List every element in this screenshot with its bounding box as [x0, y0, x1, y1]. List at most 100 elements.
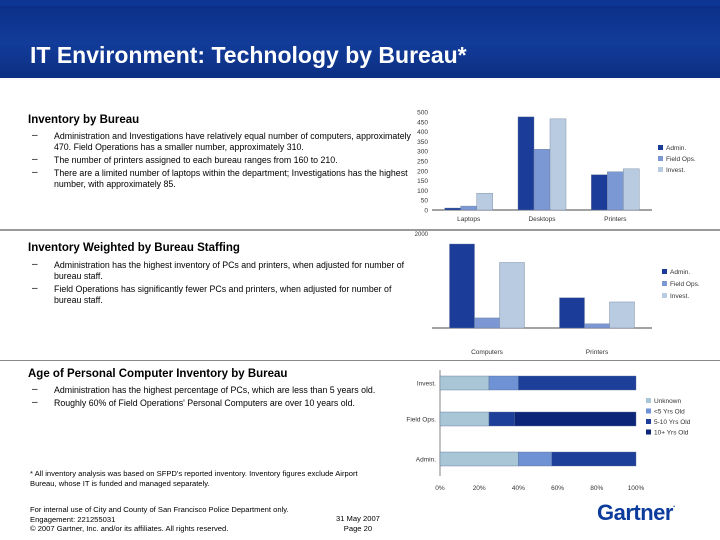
- legend-swatch: [646, 408, 651, 414]
- bar-fieldops-laptops: [460, 205, 477, 211]
- y-tick-label: 0: [424, 208, 428, 215]
- y-tick-label: Admin.: [416, 457, 436, 464]
- legend-label: Admin.: [670, 269, 690, 276]
- footer-engagement: Engagement: 221255031: [30, 514, 116, 524]
- x-tick-label: 40%: [512, 485, 525, 492]
- x-tick-label: Computers: [471, 349, 504, 356]
- legend-label: Field Ops.: [666, 156, 696, 163]
- legend-label: 10+ Yrs Old: [654, 430, 689, 437]
- legend-swatch: [662, 293, 667, 298]
- legend-label: Unknown: [654, 398, 681, 405]
- bullet-item: – Administration has the highest percenta…: [32, 384, 376, 395]
- legend-swatch: [658, 156, 663, 161]
- bar-segment-510yrsold-fieldops: [488, 411, 515, 427]
- y-tick-label: Invest.: [417, 381, 436, 388]
- bar-admin-printers: [591, 174, 608, 211]
- bar-segment-510yrsold-admin: [551, 451, 637, 467]
- gartner-logo: Gartner.: [597, 500, 675, 525]
- y-tick-label: Field Ops.: [406, 417, 436, 424]
- bullet-item: – Field Operations has significantly fewe…: [32, 283, 392, 305]
- legend-label: Invest.: [666, 167, 685, 174]
- bar-invest-printers: [623, 168, 640, 211]
- x-tick-label: Printers: [604, 216, 627, 223]
- bar-segment-510yrsold-invest: [518, 375, 637, 391]
- section-heading-weighted: Inventory Weighted by Bureau Staffing: [28, 242, 240, 254]
- x-tick-label: 60%: [551, 485, 564, 492]
- bar-fieldops-printers: [607, 171, 624, 211]
- bullet-item: – The number of printers assigned to each…: [32, 154, 338, 165]
- bar-segment-5yrsold-admin: [518, 451, 552, 467]
- x-tick-label: Laptops: [457, 216, 481, 223]
- y-tick-label: 100: [417, 188, 428, 195]
- bar-invest-desktops: [549, 118, 567, 211]
- bar-segment-unknown-fieldops: [439, 411, 490, 427]
- legend-label: Invest.: [670, 293, 689, 300]
- page-title: IT Environment: Technology by Bureau*: [30, 42, 467, 68]
- x-tick-label: 100%: [628, 485, 645, 492]
- footer-center: 31 May 2007 Page 20: [336, 514, 380, 533]
- legend-swatch: [662, 281, 667, 286]
- footer-date: 31 May 2007: [336, 514, 380, 523]
- bullets-inventory: – Administration and Investigations have …: [32, 130, 412, 192]
- footnote: * All inventory analysis was based on SF…: [30, 469, 358, 488]
- footer-left: For internal use of City and County of S…: [30, 505, 289, 534]
- y-tick-label: 250: [417, 159, 428, 166]
- section-divider: [0, 229, 720, 231]
- bar-fieldops-desktops: [533, 149, 551, 211]
- bullets-weighted: – Administration has the highest inventor…: [32, 259, 412, 308]
- x-tick-label: 80%: [590, 485, 603, 492]
- footer-page: Page 20: [343, 523, 373, 533]
- bar-invest-computers: [499, 262, 525, 329]
- pc-age-chart: Invest. Field Ops. Admin. 0% 20% 40% 60% 80% 100…: [406, 370, 691, 492]
- bar-admin-printers: [559, 297, 585, 329]
- bullet-item: – There are a limited number of laptops w…: [32, 167, 408, 189]
- bar-invest-printers: [609, 301, 635, 329]
- section-heading-age: Age of Personal Computer Inventory by Bu…: [28, 368, 288, 380]
- legend-label: Admin.: [666, 145, 686, 152]
- bar-segment-unknown-admin: [439, 451, 519, 467]
- bar-admin-computers: [449, 243, 475, 329]
- legend-swatch: [662, 269, 667, 274]
- y-tick-label: 400: [417, 129, 428, 136]
- bar-segment-5yrsold-invest: [488, 375, 519, 391]
- bullet-item: – Administration has the highest inventor…: [32, 259, 405, 281]
- bar-segment-10yrsold-fieldops: [514, 411, 637, 427]
- bullet-item: – Roughly 60% of Field Operations' Person…: [32, 397, 355, 408]
- legend-swatch: [658, 145, 663, 150]
- title-bar: IT Environment: Technology by Bureau*: [0, 0, 720, 78]
- bar-admin-laptops: [444, 207, 461, 211]
- section-divider: [0, 360, 720, 361]
- inventory-by-bureau-chart: 0 50 100 150 200 250 300 350 400 450 500 Laptops Des…: [417, 110, 696, 224]
- y-tick-label: 50: [421, 198, 429, 205]
- x-tick-label: 0%: [435, 485, 445, 492]
- legend-label: 5-10 Yrs Old: [654, 419, 691, 426]
- bar-fieldops-printers: [584, 323, 610, 329]
- y-tick-label: 450: [417, 119, 428, 126]
- bullets-age: – Administration has the highest percenta…: [32, 384, 412, 411]
- footer-copyright: © 2007 Gartner, Inc. and/or its affiliat…: [30, 524, 229, 533]
- legend-label: <5 Yrs Old: [654, 409, 685, 416]
- y-tick-label: 350: [417, 139, 428, 146]
- x-tick-label: Desktops: [528, 216, 556, 223]
- x-tick-label: 20%: [473, 485, 486, 492]
- bar-admin-desktops: [517, 116, 535, 211]
- y-tick-label: 500: [417, 110, 428, 117]
- legend-label: Field Ops.: [670, 281, 700, 288]
- y-tick-label: 150: [417, 178, 428, 185]
- x-tick-label: Printers: [586, 349, 609, 356]
- bar-fieldops-computers: [474, 317, 500, 329]
- legend-swatch: [658, 167, 663, 172]
- weighted-inventory-chart: 2000 Computers Printers Admin. Field Ops. Inv…: [415, 232, 700, 356]
- y-tick-label: 200: [417, 168, 428, 175]
- legend-swatch: [646, 398, 651, 403]
- title-stripe: [0, 0, 720, 6]
- footer-internal-use: For internal use of City and County of S…: [30, 505, 289, 514]
- y-tick-label: 2000: [415, 232, 429, 238]
- legend-swatch: [646, 419, 651, 424]
- bar-segment-unknown-invest: [439, 375, 490, 391]
- legend-swatch: [646, 429, 651, 435]
- bar-invest-laptops: [476, 193, 493, 211]
- section-heading-inventory: Inventory by Bureau: [28, 114, 140, 126]
- y-tick-label: 300: [417, 149, 428, 156]
- bullet-item: – Administration and Investigations have …: [32, 130, 411, 152]
